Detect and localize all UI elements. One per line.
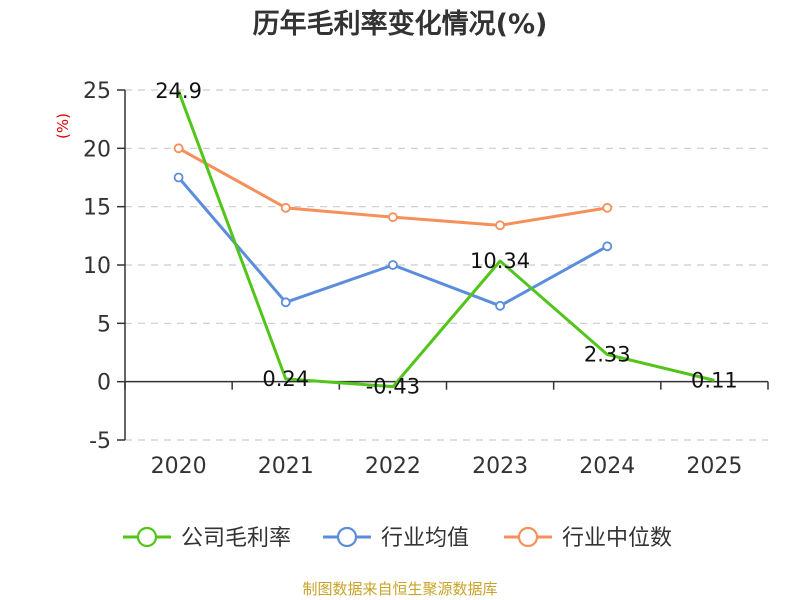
data-labels: 24.9 0.24 -0.43 10.34 2.33 0.11 [155, 79, 738, 399]
y-tick-label: 0 [97, 371, 111, 396]
legend-label: 公司毛利率 [181, 526, 291, 551]
data-point[interactable] [173, 172, 184, 183]
y-tick-label: -5 [89, 429, 111, 454]
series-lines [173, 90, 715, 389]
data-label: -0.43 [366, 375, 420, 399]
legend-marker [136, 526, 158, 548]
x-tick-label: 2022 [365, 454, 421, 479]
y-tick-label: 10 [83, 254, 111, 279]
series-1 [177, 90, 715, 389]
legend[interactable]: 公司毛利率 行业均值 行业中位数 [123, 526, 672, 551]
data-point[interactable] [495, 300, 505, 311]
data-label: 0.24 [262, 367, 309, 391]
data-label: 0.11 [691, 368, 738, 392]
data-point[interactable] [173, 143, 184, 154]
x-tick-label: 2024 [579, 454, 635, 479]
data-point[interactable] [388, 212, 398, 223]
data-point[interactable] [280, 297, 291, 308]
data-label: 10.34 [470, 249, 530, 273]
y-tick-label: 15 [83, 196, 111, 221]
x-tick-label: 2021 [258, 454, 314, 479]
series-2 [173, 172, 613, 311]
legend-marker [517, 526, 539, 548]
x-tick-label: 2023 [472, 454, 528, 479]
data-source-note: 制图数据来自恒生聚源数据库 [302, 580, 497, 598]
legend-marker [336, 526, 358, 548]
legend-label: 行业均值 [381, 526, 469, 551]
y-tick-label: 20 [83, 137, 111, 162]
legend-item-1[interactable]: 公司毛利率 [123, 526, 291, 551]
series-line [177, 176, 608, 308]
y-tick-label: 5 [97, 312, 111, 337]
x-tick-label: 2020 [151, 454, 207, 479]
x-tick-label: 2025 [686, 454, 742, 479]
grid-lines [125, 89, 768, 441]
data-label: 24.9 [155, 79, 202, 103]
data-point[interactable] [602, 202, 613, 213]
legend-item-2[interactable]: 行业均值 [323, 526, 469, 551]
series-3 [173, 143, 613, 231]
series-line [177, 90, 715, 389]
data-point[interactable] [388, 260, 398, 270]
data-point[interactable] [495, 220, 505, 231]
data-point[interactable] [280, 202, 291, 213]
data-point[interactable] [602, 241, 613, 252]
y-tick-label: 25 [83, 79, 111, 104]
data-label: 2.33 [584, 342, 631, 366]
chart-title: 历年毛利率变化情况(%) [253, 8, 548, 40]
y-axis-unit-label: (%) [54, 113, 72, 139]
legend-item-3[interactable]: 行业中位数 [504, 526, 672, 551]
legend-label: 行业中位数 [562, 526, 672, 551]
